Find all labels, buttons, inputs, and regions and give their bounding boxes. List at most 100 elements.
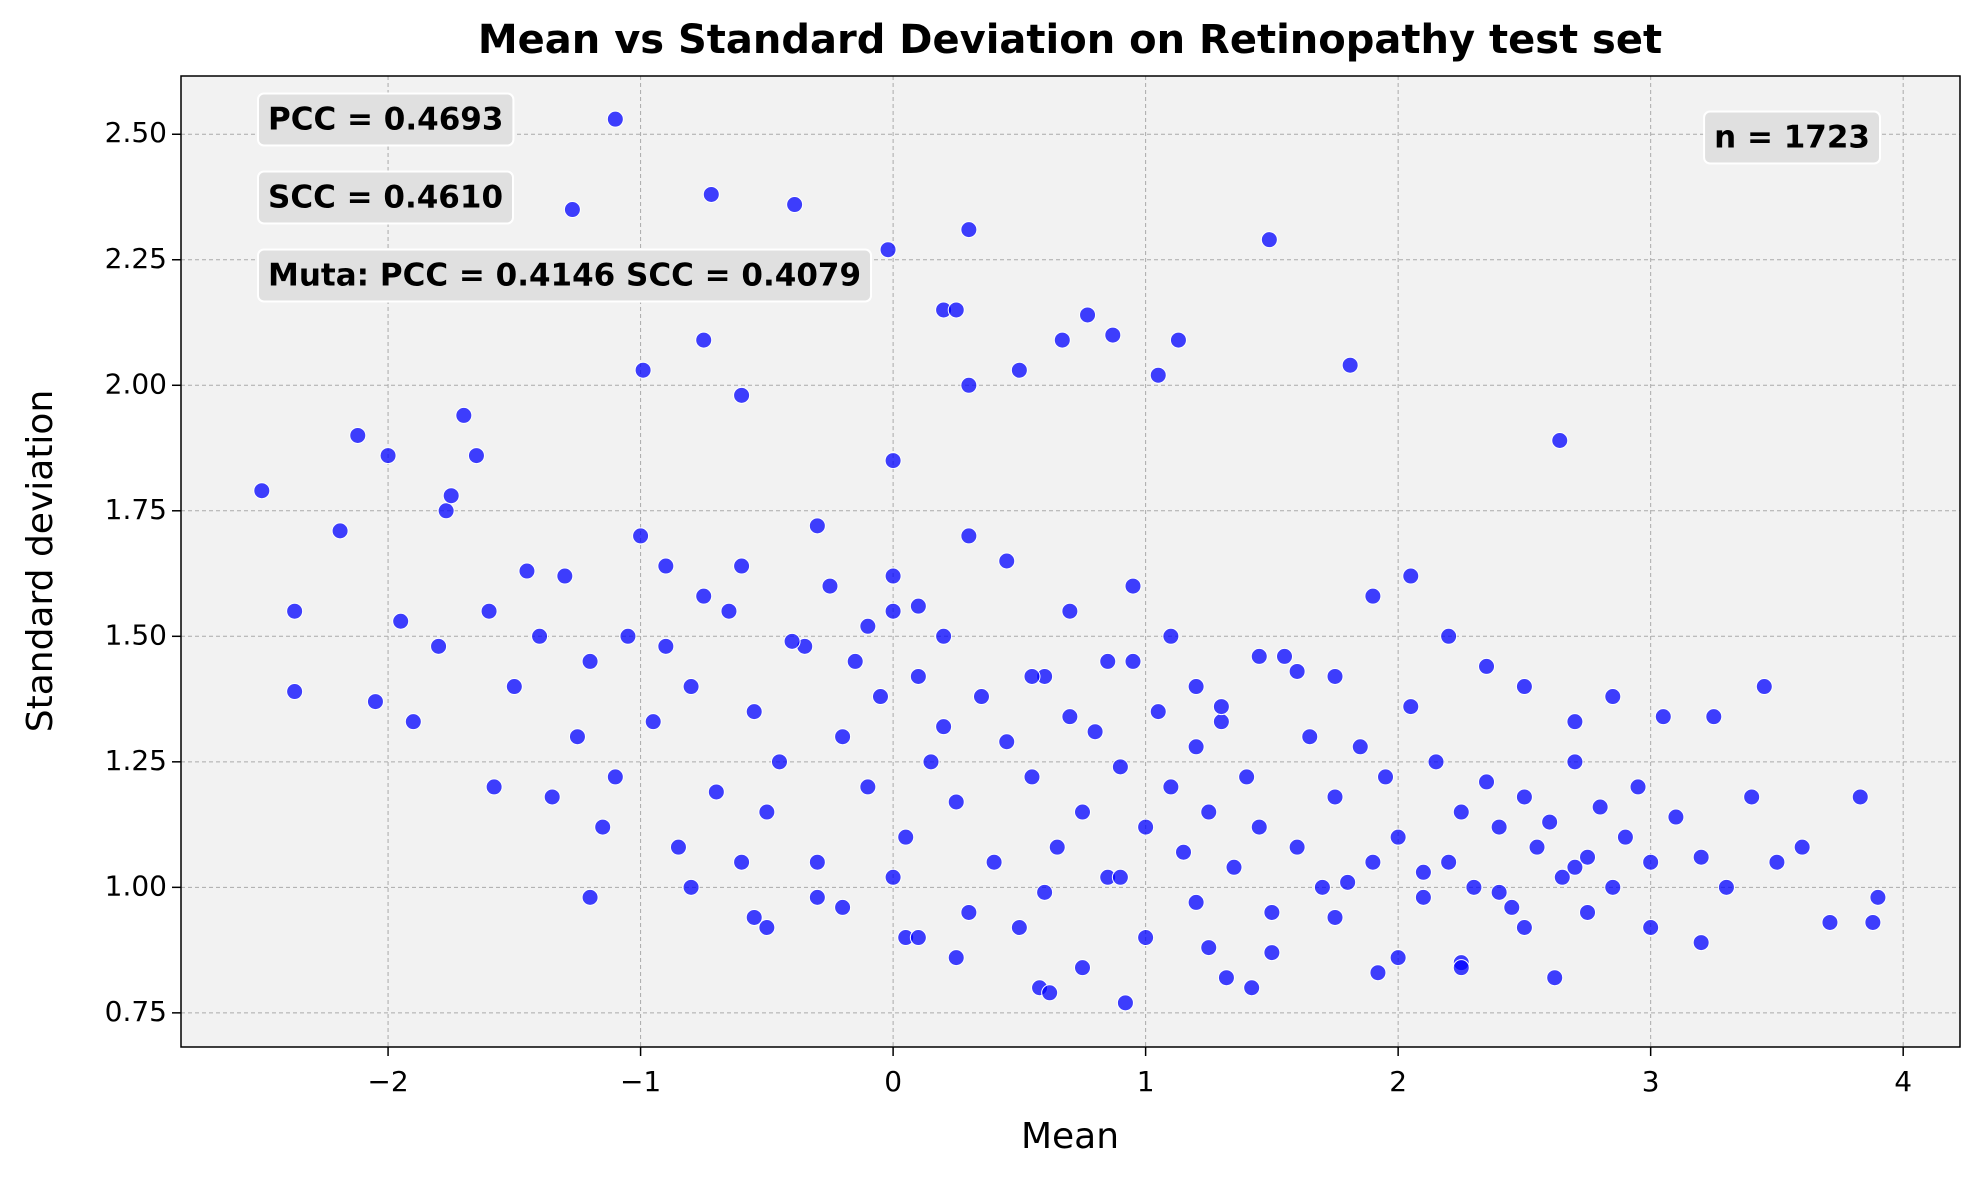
point [1200,803,1218,821]
point [1667,808,1685,826]
annotation-text: PCC = 0.4693 [268,102,503,138]
point [745,703,763,721]
point [846,652,864,670]
point [606,110,624,128]
point [1243,979,1261,997]
x-tick-label: 0 [884,1065,902,1098]
point [1225,858,1243,876]
y-tick-label: 2.50 [105,116,167,149]
point [1162,627,1180,645]
point [657,557,675,575]
point [1061,708,1079,726]
point [1869,888,1887,906]
point [909,929,927,947]
point [884,602,902,620]
point [1162,778,1180,796]
point [960,903,978,921]
point [619,627,637,645]
point [1326,788,1344,806]
annotation-box [257,248,873,303]
point [1402,567,1420,585]
y-tick-label: 1.50 [105,618,167,651]
annotation: SCC = 0.4610 [257,170,515,225]
point [1793,838,1811,856]
point [1377,768,1395,786]
point [884,868,902,886]
point [606,768,624,786]
point [960,376,978,394]
point [1175,843,1193,861]
point [871,688,889,706]
point [897,828,915,846]
point [733,853,751,871]
point [1364,853,1382,871]
x-tick-label: 1 [1137,1065,1155,1098]
point [581,652,599,670]
plot-area [181,76,1960,1047]
point [1187,678,1205,696]
point [834,728,852,746]
x-tick-label: 2 [1389,1065,1407,1098]
y-tick-label: 1.00 [105,869,167,902]
point [485,778,503,796]
chart-title: Mean vs Standard Deviation on Retinopath… [478,17,1662,63]
point [1692,934,1710,952]
point [286,602,304,620]
point [1250,818,1268,836]
point [480,602,498,620]
point [331,522,349,540]
point [1579,848,1597,866]
point [1452,959,1470,977]
point [1478,657,1496,675]
annotation-text: n = 1723 [1714,120,1870,156]
point [1041,984,1059,1002]
x-tick-label: −2 [367,1065,408,1098]
point [909,597,927,615]
point [563,201,581,219]
point [972,688,990,706]
point [1111,758,1129,776]
point [1023,768,1041,786]
point [1616,828,1634,846]
point [1591,798,1609,816]
point [808,888,826,906]
point [1654,708,1672,726]
point [1124,577,1142,595]
point [1023,667,1041,685]
point [1717,878,1735,896]
point [1490,883,1508,901]
point [1217,969,1235,987]
point [1546,969,1564,987]
y-tick-label: 1.25 [105,744,167,777]
point [682,678,700,696]
annotation-box [1703,110,1881,165]
point [1515,919,1533,937]
point [455,406,473,424]
point [1137,929,1155,947]
point [1604,688,1622,706]
point [935,718,953,736]
point [657,637,675,655]
point [1427,753,1445,771]
point [998,733,1016,751]
point [1010,361,1028,379]
point [1414,863,1432,881]
point [404,713,422,731]
point [909,667,927,685]
point [1503,898,1521,916]
point [745,908,763,926]
point [960,527,978,545]
point [1440,853,1458,871]
point [1821,913,1839,931]
annotation: PCC = 0.4693 [257,92,515,147]
point [1364,587,1382,605]
point [467,447,485,465]
x-axis-label: Mean [1021,1116,1119,1157]
point [1490,818,1508,836]
point [1124,652,1142,670]
point [733,386,751,404]
point [1604,878,1622,896]
point [733,557,751,575]
point [1053,331,1071,349]
point [568,728,586,746]
